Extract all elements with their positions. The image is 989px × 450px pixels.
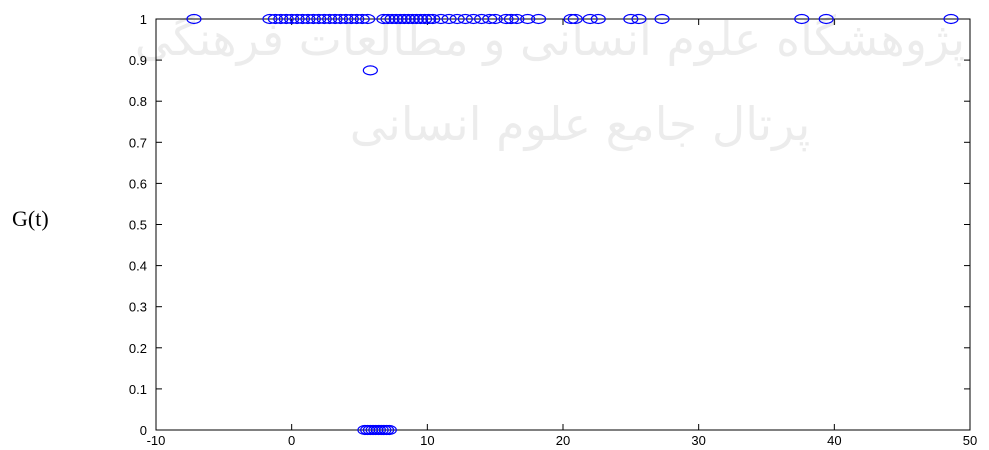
data-point [289, 13, 305, 25]
data-point [425, 13, 441, 25]
data-point [417, 13, 433, 25]
data-point [349, 13, 365, 25]
data-point [354, 13, 370, 25]
y-tick-label: 0.7 [129, 135, 147, 150]
data-point [449, 13, 465, 25]
data-point [343, 13, 359, 25]
data-point [316, 13, 332, 25]
data-point [300, 13, 316, 25]
data-point [482, 13, 498, 25]
y-tick-label: 0.4 [129, 259, 147, 274]
data-point [818, 13, 834, 25]
data-point [338, 13, 354, 25]
data-point [943, 13, 959, 25]
data-point [186, 13, 202, 25]
data-point [498, 13, 514, 25]
data-point [412, 13, 429, 25]
y-tick-label: 0.9 [129, 53, 147, 68]
data-point [267, 13, 283, 25]
y-tick-label: 1 [140, 12, 147, 27]
y-axis-label: G(t) [12, 206, 49, 231]
data-point [327, 13, 343, 25]
data-point [400, 13, 416, 25]
data-point [384, 13, 400, 25]
y-tick-label: 0.8 [129, 94, 147, 109]
y-tick-label: 0.3 [129, 300, 147, 315]
data-point [520, 13, 536, 25]
data-point [376, 13, 392, 25]
x-tick-label: 20 [556, 433, 570, 448]
data-point [322, 13, 338, 25]
data-point [284, 13, 300, 25]
y-tick-label: 0.5 [129, 218, 147, 233]
watermark-line-2: پرتال جامع علوم انسانی [350, 97, 811, 152]
data-point [433, 13, 449, 25]
data-point [509, 13, 525, 25]
data-point [362, 65, 378, 76]
data-point [503, 13, 520, 25]
x-tick-label: 10 [420, 433, 434, 448]
data-point [408, 13, 425, 25]
x-tick-label: 40 [827, 433, 841, 448]
x-tick-label: 30 [691, 433, 705, 448]
data-point [273, 13, 289, 25]
y-tick-label: 0.1 [129, 382, 147, 397]
data-point [360, 13, 376, 25]
data-point [262, 13, 278, 25]
y-axis: 0 0.1 0.2 0.3 0.4 0.5 0.6 0.7 0.8 0.9 1 [129, 12, 970, 438]
data-point [396, 13, 412, 25]
data-point [380, 13, 396, 25]
watermark-line-1: پژوهشگاه علوم انسانی و مطالعات فرهنگی [135, 12, 965, 67]
data-point [332, 13, 349, 25]
data-point [530, 13, 547, 25]
data-points [186, 13, 959, 436]
data-point [794, 13, 810, 25]
x-axis: -10 0 10 20 30 40 50 [147, 19, 977, 448]
data-point [311, 13, 327, 25]
data-point [563, 13, 579, 25]
watermark: پژوهشگاه علوم انسانی و مطالعات فرهنگی پر… [135, 12, 965, 152]
data-point [567, 13, 583, 25]
data-point [441, 13, 457, 25]
data-point [294, 13, 311, 25]
x-tick-label: -10 [147, 433, 166, 448]
data-point [582, 13, 598, 25]
data-point [388, 13, 404, 25]
x-tick-label: 50 [963, 433, 977, 448]
data-point [381, 424, 397, 436]
plot-area [155, 18, 971, 431]
data-point [421, 13, 437, 25]
data-point [487, 13, 503, 25]
data-point [654, 13, 670, 25]
x-tick-label: 0 [288, 433, 295, 448]
data-point [457, 13, 473, 25]
data-point [631, 13, 647, 25]
data-point [305, 13, 321, 25]
data-point [392, 13, 408, 25]
data-point [623, 13, 639, 25]
data-point [404, 13, 421, 25]
y-tick-label: 0 [140, 423, 147, 438]
y-tick-label: 0.2 [129, 341, 147, 356]
data-point [278, 13, 294, 25]
data-point [465, 13, 482, 25]
data-point [590, 13, 606, 25]
y-tick-label: 0.6 [129, 176, 147, 191]
